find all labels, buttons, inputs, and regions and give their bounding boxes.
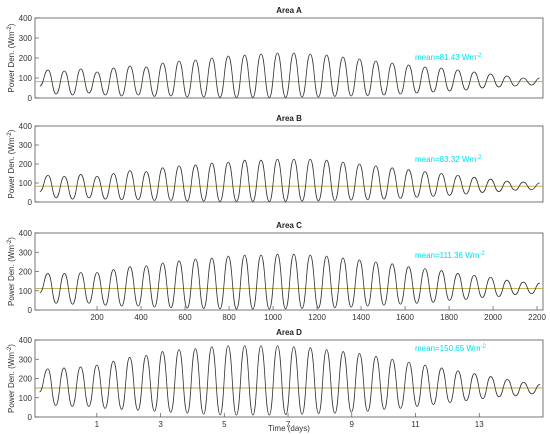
y-tick-label: 200 bbox=[19, 160, 33, 169]
y-axis-label: Power Den. (Wm-2) bbox=[7, 237, 16, 306]
y-tick-label: 100 bbox=[19, 74, 33, 83]
y-axis-label-part: -2 bbox=[7, 132, 13, 138]
x-tick-label: 1800 bbox=[440, 313, 458, 322]
y-tick-label: 300 bbox=[19, 141, 33, 150]
y-axis-label-part: Power Den. (Wm bbox=[7, 137, 16, 198]
x-tick-label: 400 bbox=[134, 313, 148, 322]
plot-area bbox=[34, 232, 544, 311]
y-tick-label: 0 bbox=[28, 198, 33, 207]
x-axis-label: Time (days) bbox=[268, 424, 310, 433]
mean-label: mean=83.32 Wm bbox=[415, 155, 476, 164]
y-tick-label: 400 bbox=[19, 229, 33, 238]
mean-label-sup: -2 bbox=[476, 53, 482, 59]
mean-label: mean=150.65 Wm bbox=[415, 344, 481, 353]
panel: Area C 0 100 200 300 400 200 400 600 800 1000 1200 1… bbox=[7, 221, 547, 322]
y-axis-label-part: Power Den. (Wm bbox=[7, 31, 16, 92]
y-axis-label-part: Power Den. (Wm bbox=[7, 352, 16, 413]
y-axis-label-part: ) bbox=[7, 344, 16, 347]
mean-annotation: mean=150.65 Wm-2 bbox=[415, 344, 487, 353]
y-axis-label-part: ) bbox=[7, 237, 16, 240]
mean-annotation: mean=83.32 Wm-2 bbox=[415, 155, 482, 164]
y-tick-label: 400 bbox=[19, 336, 33, 345]
x-tick-label: 1600 bbox=[396, 313, 414, 322]
x-tick-label: 11 bbox=[411, 420, 420, 429]
y-axis-label-part: -2 bbox=[7, 239, 13, 245]
x-tick-label: 1200 bbox=[308, 313, 326, 322]
x-tick-label: 1 bbox=[95, 420, 100, 429]
mean-annotation: mean=81.43 Wm-2 bbox=[415, 53, 482, 62]
y-tick-label: 200 bbox=[19, 375, 33, 384]
y-tick-label: 200 bbox=[19, 268, 33, 277]
y-axis-label-part: ) bbox=[7, 23, 16, 26]
y-axis-label: Power Den. (Wm-2) bbox=[7, 344, 16, 413]
y-tick-label: 100 bbox=[19, 287, 33, 296]
mean-label-sup: -2 bbox=[481, 344, 487, 350]
y-axis-label-part: ) bbox=[7, 129, 16, 132]
y-tick-label: 400 bbox=[19, 122, 33, 131]
x-tick-label: 7 bbox=[286, 420, 291, 429]
x-tick-label: 5 bbox=[222, 420, 227, 429]
y-tick-label: 300 bbox=[19, 34, 33, 43]
data-line bbox=[39, 345, 541, 416]
y-tick-label: 100 bbox=[19, 179, 33, 188]
mean-label: mean=111.36 Wm bbox=[415, 251, 480, 260]
x-tick-label: 3 bbox=[158, 420, 163, 429]
y-tick-label: 400 bbox=[19, 14, 33, 23]
data-line bbox=[39, 52, 540, 98]
title: Area A bbox=[276, 6, 302, 15]
x-tick-label: 600 bbox=[178, 313, 192, 322]
data-line bbox=[39, 158, 540, 202]
y-tick-label: 200 bbox=[19, 54, 33, 63]
mean-label-sup: -2 bbox=[479, 251, 485, 257]
y-tick-label: 0 bbox=[28, 413, 33, 422]
plot-area bbox=[34, 125, 544, 203]
y-tick-label: 100 bbox=[19, 394, 33, 403]
y-axis-label: Power Den. (Wm-2) bbox=[7, 129, 16, 198]
y-tick-label: 0 bbox=[28, 94, 33, 103]
y-axis-label-part: Power Den. (Wm bbox=[7, 245, 16, 306]
y-tick-label: 0 bbox=[28, 306, 33, 315]
data-line bbox=[39, 253, 540, 310]
title: Area B bbox=[276, 114, 302, 123]
mean-label: mean=81.43 Wm bbox=[415, 53, 476, 62]
y-axis-label-part: -2 bbox=[7, 346, 13, 352]
x-tick-label: 1000 bbox=[264, 313, 282, 322]
x-tick-label: 13 bbox=[475, 420, 484, 429]
mean-label-sup: -2 bbox=[476, 155, 482, 161]
y-axis-label: Power Den. (Wm-2) bbox=[7, 23, 16, 92]
x-tick-label: 9 bbox=[350, 420, 355, 429]
title: Area D bbox=[276, 328, 302, 337]
x-tick-label: 1400 bbox=[352, 313, 370, 322]
x-tick-label: 200 bbox=[90, 313, 104, 322]
x-tick-label: 800 bbox=[222, 313, 236, 322]
x-tick-label: 2200 bbox=[528, 313, 546, 322]
y-tick-label: 300 bbox=[19, 248, 33, 257]
y-tick-label: 300 bbox=[19, 355, 33, 364]
title: Area C bbox=[276, 221, 302, 230]
mean-annotation: mean=111.36 Wm-2 bbox=[415, 251, 485, 260]
y-axis-label-part: -2 bbox=[7, 26, 13, 32]
x-tick-label: 2000 bbox=[484, 313, 502, 322]
